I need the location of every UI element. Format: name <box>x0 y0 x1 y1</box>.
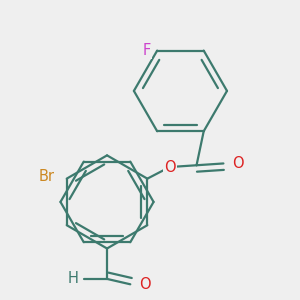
Text: O: O <box>232 156 244 171</box>
Text: O: O <box>139 277 150 292</box>
Text: Br: Br <box>39 169 55 184</box>
Text: H: H <box>68 272 78 286</box>
Text: O: O <box>164 160 176 175</box>
Text: F: F <box>143 43 151 58</box>
